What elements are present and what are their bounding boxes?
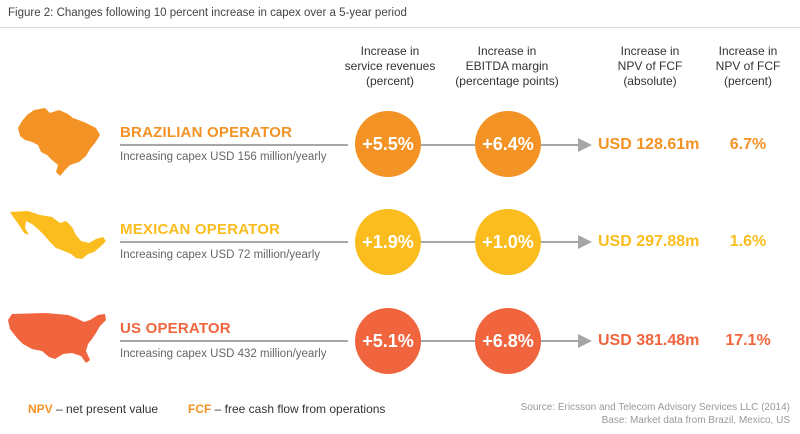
base-line: Base: Market data from Brazil, Mexico, U… bbox=[601, 415, 790, 426]
legend-definition: – net present value bbox=[52, 402, 159, 416]
column-header-service-revenues: Increase in service revenues (percent) bbox=[344, 44, 436, 88]
operator-name: MEXICAN OPERATOR bbox=[120, 221, 281, 238]
operator-name: BRAZILIAN OPERATOR bbox=[120, 124, 293, 141]
source-note: Source: Ericsson and Telecom Advisory Se… bbox=[521, 401, 790, 427]
ebitda-margin-circle: +6.8% bbox=[475, 308, 541, 374]
operator-rule bbox=[120, 144, 348, 146]
column-header-npv-percent: Increase in NPV of FCF (percent) bbox=[715, 44, 781, 88]
operator-rule bbox=[120, 241, 348, 243]
service-revenue-circle: +5.1% bbox=[355, 308, 421, 374]
mexico-map-icon bbox=[10, 211, 106, 259]
ebitda-margin-circle: +1.0% bbox=[475, 209, 541, 275]
operator-name: US OPERATOR bbox=[120, 320, 231, 337]
operator-subtitle: Increasing capex USD 72 million/yearly bbox=[120, 249, 321, 261]
operator-subtitle: Increasing capex USD 156 million/yearly bbox=[120, 151, 327, 163]
arrow-right-icon bbox=[540, 235, 592, 249]
connector-line bbox=[420, 241, 475, 243]
legend-term: FCF bbox=[188, 402, 212, 416]
connector-line bbox=[420, 144, 475, 146]
service-revenue-circle: +1.9% bbox=[355, 209, 421, 275]
figure-title: Figure 2: Changes following 10 percent i… bbox=[8, 7, 407, 19]
legend-npv: NPV – net present value bbox=[28, 402, 158, 416]
npv-percent-value: 17.1% bbox=[725, 332, 771, 349]
arrow-right-icon bbox=[540, 138, 592, 152]
service-revenue-circle: +5.5% bbox=[355, 111, 421, 177]
column-header-npv-absolute: Increase in NPV of FCF (absolute) bbox=[617, 44, 683, 88]
npv-absolute-value: USD 297.88m bbox=[598, 233, 700, 250]
legend-term: NPV bbox=[28, 402, 53, 416]
usa-map-icon bbox=[8, 313, 106, 363]
npv-absolute-value: USD 128.61m bbox=[598, 136, 700, 153]
title-divider bbox=[0, 27, 800, 28]
connector-line bbox=[420, 340, 475, 342]
arrow-right-icon bbox=[540, 334, 592, 348]
operator-rule bbox=[120, 340, 348, 342]
npv-absolute-value: USD 381.48m bbox=[598, 332, 700, 349]
column-header-ebitda-margin: Increase in EBITDA margin (percentage poin… bbox=[455, 44, 559, 88]
npv-percent-value: 1.6% bbox=[729, 233, 767, 250]
legend-fcf: FCF – free cash flow from operations bbox=[188, 402, 385, 416]
npv-percent-value: 6.7% bbox=[729, 136, 767, 153]
brazil-map-icon bbox=[18, 108, 100, 176]
operator-subtitle: Increasing capex USD 432 million/yearly bbox=[120, 348, 327, 360]
source-line: Source: Ericsson and Telecom Advisory Se… bbox=[520, 402, 790, 413]
ebitda-margin-circle: +6.4% bbox=[475, 111, 541, 177]
legend-definition: – free cash flow from operations bbox=[211, 402, 386, 416]
